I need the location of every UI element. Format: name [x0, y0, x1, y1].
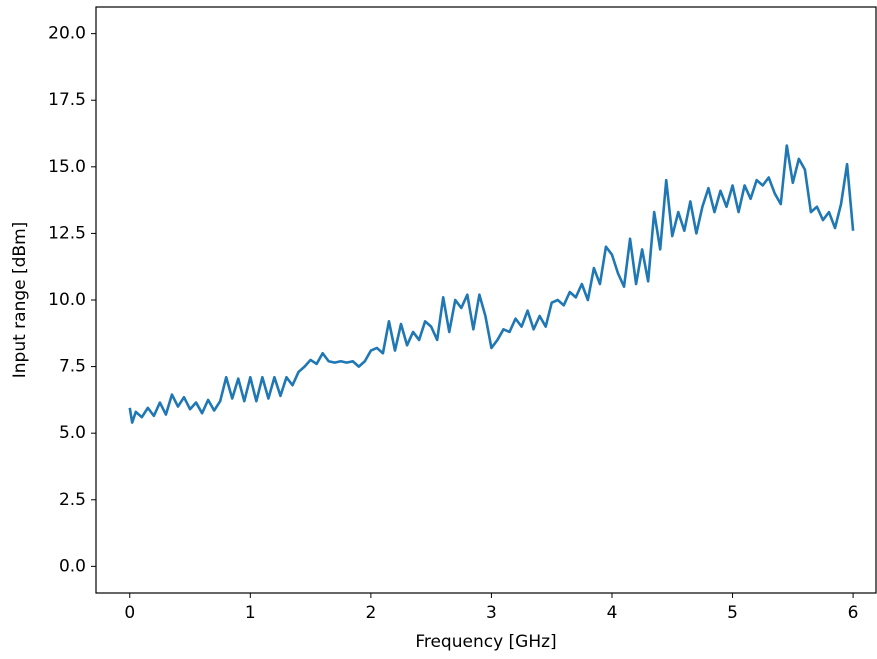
- x-tick-label: 3: [486, 603, 497, 623]
- y-tick-label: 7.5: [59, 357, 86, 377]
- x-tick-label: 2: [365, 603, 376, 623]
- line-series: [128, 144, 855, 424]
- y-tick-label: 0.0: [59, 556, 86, 576]
- x-tick-label: 4: [607, 603, 618, 623]
- y-tick-label: 17.5: [48, 90, 86, 110]
- y-tick-label: 10.0: [48, 290, 86, 310]
- x-tick-label: 5: [727, 603, 738, 623]
- y-tick-label: 2.5: [59, 490, 86, 510]
- x-tick-label: 6: [848, 603, 859, 623]
- y-axis-label: Input range [dBm]: [10, 222, 30, 379]
- x-axis-label: Frequency [GHz]: [415, 632, 556, 652]
- plot-frame: [95, 6, 877, 594]
- y-tick-label: 5.0: [59, 423, 86, 443]
- x-tick-label: 0: [124, 603, 135, 623]
- y-tick-label: 15.0: [48, 157, 86, 177]
- y-tick-label: 20.0: [48, 24, 86, 44]
- y-tick-label: 12.5: [48, 223, 86, 243]
- x-tick-label: 1: [245, 603, 256, 623]
